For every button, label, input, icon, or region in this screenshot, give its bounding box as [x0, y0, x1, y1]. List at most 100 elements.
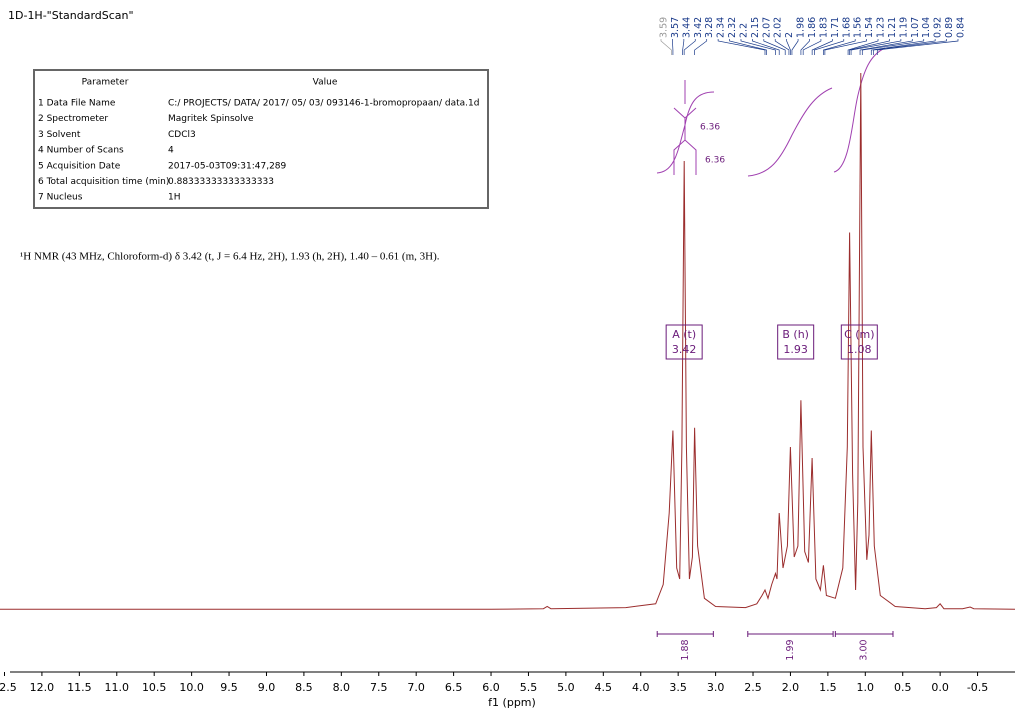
multiplet-box	[777, 324, 815, 360]
x-tick-label: 10.5	[142, 681, 167, 694]
x-tick-label: 3.0	[707, 681, 725, 694]
peak-label-line	[717, 39, 766, 55]
x-tick-label: 0.0	[931, 681, 949, 694]
peak-label: 0.89	[944, 17, 955, 38]
peak-label: 2.2	[738, 23, 749, 38]
peak-label: 0.92	[933, 17, 944, 38]
spectrum-line	[0, 72, 1016, 610]
peak-label-line	[849, 39, 890, 55]
peak-label-line	[694, 39, 708, 55]
table-border	[33, 69, 489, 209]
peak-label: 1.54	[864, 17, 875, 38]
x-tick-label: 6.0	[482, 681, 500, 694]
peak-label: 1.23	[876, 17, 887, 38]
peak-label: 0.84	[956, 17, 967, 38]
peak-label-line	[791, 39, 799, 55]
x-tick-label: 4.5	[595, 681, 613, 694]
peak-label-line	[763, 39, 786, 55]
peak-label-line	[672, 39, 674, 55]
description: ¹H NMR (43 MHz, Chloroform-d) δ 3.42 (t,…	[20, 251, 440, 263]
coupling-tree	[673, 80, 697, 175]
peak-label-line	[850, 39, 902, 55]
table-header: Parameter	[82, 78, 129, 88]
integral-value: 3.00	[859, 639, 870, 660]
integral-bracket	[834, 631, 894, 637]
x-tick-label: 4.0	[632, 681, 650, 694]
integral-curves	[656, 47, 886, 177]
peak-label-line	[660, 39, 672, 55]
peak-label: 2.15	[750, 17, 761, 38]
peak-label: 1.83	[818, 17, 829, 38]
peak-label-line	[752, 39, 780, 55]
x-tick-label: 2.0	[782, 681, 800, 694]
multiplet-box	[665, 324, 703, 360]
table-cell: 1H	[168, 193, 181, 203]
x-tick-label: 6.5	[445, 681, 463, 694]
peak-label-line	[876, 39, 959, 55]
table-cell: Magritek Spinsolve	[168, 114, 254, 124]
peak-label: 1.07	[910, 17, 921, 38]
table-cell: 4	[168, 146, 174, 156]
multiplet-label: C (m)	[844, 328, 874, 341]
x-tick-label: 5.0	[557, 681, 575, 694]
peak-label: 1.71	[830, 17, 841, 38]
table-header: Value	[313, 78, 338, 88]
coupling-label: 6.36	[700, 123, 720, 133]
x-tick-label: -0.5	[967, 681, 988, 694]
x-tick-label: 8.5	[295, 681, 313, 694]
x-tick-label: 7.5	[370, 681, 388, 694]
peak-label-line	[870, 39, 936, 55]
peak-label-line	[811, 39, 833, 55]
integral-value: 1.99	[785, 639, 796, 660]
x-axis-label: f1 (ppm)	[488, 696, 536, 709]
integral-bracket	[747, 631, 834, 637]
peak-label-line	[873, 39, 947, 55]
peak-label-line	[802, 39, 822, 55]
integral-value: 1.88	[680, 639, 691, 660]
peak-label-line	[683, 39, 696, 55]
multiplet-shift: 1.08	[847, 343, 872, 356]
peak-label-line	[682, 39, 685, 55]
table-cell: 0.88333333333333333	[168, 177, 274, 187]
page-title: 1D-1H-"StandardScan"	[8, 9, 134, 22]
table-cell: 6 Total acquisition time (min)	[38, 177, 169, 187]
peak-label-line	[823, 39, 856, 55]
peak-label: 1.98	[796, 17, 807, 38]
peak-label: 3.57	[670, 17, 681, 38]
table-cell: 7 Nucleus	[38, 193, 83, 203]
peak-label-line	[786, 39, 791, 55]
peak-label-line	[774, 39, 790, 55]
table-cell: CDCl3	[168, 130, 196, 140]
x-tick-label: 8.0	[333, 681, 351, 694]
multiplet-label: A (t)	[672, 328, 696, 341]
parameter-table: Parameter Value 1 Data File Name C:/ PROJEC…	[33, 69, 489, 209]
peak-label: 2.34	[716, 17, 727, 38]
x-tick-label: 9.0	[258, 681, 276, 694]
x-tick-label: 10.0	[179, 681, 204, 694]
x-tick-label: 11.0	[105, 681, 130, 694]
x-tick-label: 3.5	[669, 681, 687, 694]
table-cell: C:/ PROJECTS/ DATA/ 2017/ 05/ 03/ 093146…	[168, 99, 479, 109]
peak-label: 3.44	[681, 17, 692, 38]
x-tick-label: 12.5	[0, 681, 17, 694]
peak-label-line	[740, 39, 776, 55]
peak-label: 2.32	[727, 17, 738, 38]
integral-bracket	[656, 631, 714, 637]
peak-label-line	[859, 39, 913, 55]
x-tick-label: 1.0	[857, 681, 875, 694]
x-tick-label: 5.5	[520, 681, 538, 694]
peak-label-line	[824, 39, 867, 55]
peak-label: 1.19	[898, 17, 909, 38]
peak-label: 3.28	[704, 17, 715, 38]
integral-curve	[833, 47, 886, 173]
x-tick-label: 9.5	[220, 681, 238, 694]
multiplet-shift: 3.42	[672, 343, 697, 356]
table-cell: 5 Acquisition Date	[38, 161, 121, 171]
peak-label-line	[847, 39, 879, 55]
table-cell: 2 Spectrometer	[38, 114, 108, 124]
peak-label: 1.21	[887, 17, 898, 38]
peak-label-line	[814, 39, 845, 55]
peak-label: 1.68	[841, 17, 852, 38]
x-tick-label: 0.5	[894, 681, 912, 694]
